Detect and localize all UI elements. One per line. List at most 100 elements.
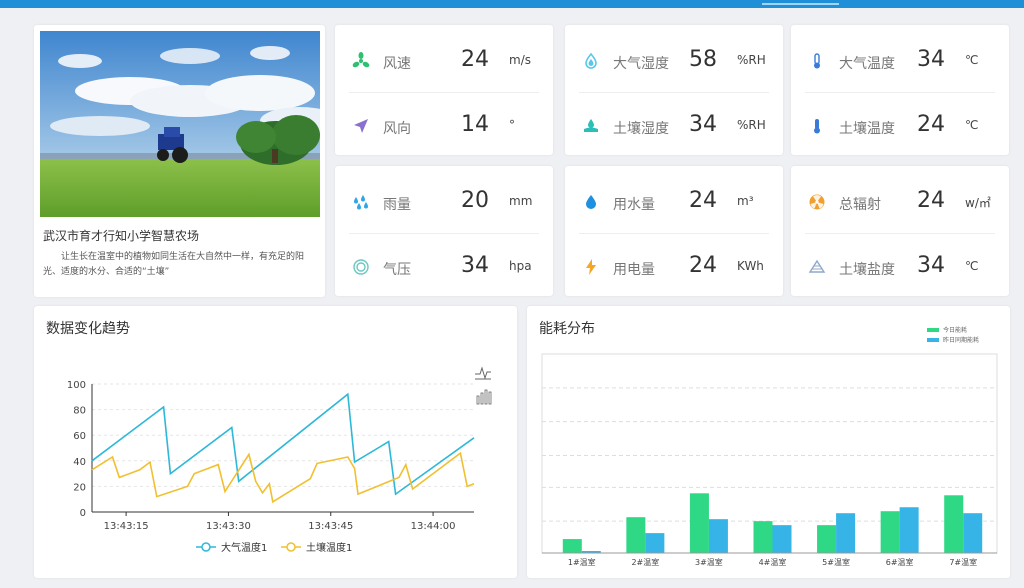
bar[interactable] xyxy=(689,493,709,553)
sensor-rain: 雨量 20 mm xyxy=(335,166,553,231)
line-chart: 0 20 40 60 80 100 13:43:15 13:43:30 13:43:45 13:4… xyxy=(67,366,492,554)
legend-label[interactable]: 土壤温度1 xyxy=(306,541,352,554)
nav-item-active[interactable] xyxy=(762,0,839,5)
x-tick-label: 6#温室 xyxy=(886,557,914,567)
bar[interactable] xyxy=(963,513,983,553)
farm-title: 武汉市育才行知小学智慧农场 xyxy=(43,229,200,243)
top-nav xyxy=(300,0,916,5)
bar[interactable] xyxy=(581,551,601,553)
salinity-icon xyxy=(808,259,826,273)
top-nav-bar xyxy=(0,0,1024,8)
x-tick-label: 13:44:00 xyxy=(411,521,456,532)
line-chart-toggle-icon[interactable] xyxy=(475,366,491,380)
sensor-pressure: 气压 34 hpa xyxy=(335,231,553,296)
bar[interactable] xyxy=(944,495,964,553)
x-tick-label: 2#温室 xyxy=(631,557,659,567)
bar[interactable] xyxy=(753,521,773,553)
nav-item[interactable] xyxy=(685,0,762,5)
bar[interactable] xyxy=(562,539,582,553)
nav-item[interactable] xyxy=(300,0,377,5)
legend-marker[interactable] xyxy=(201,542,211,552)
sensor-unit: KWh xyxy=(737,259,764,273)
sensor-unit: ° xyxy=(509,118,515,132)
soil-moisture-icon xyxy=(584,119,598,132)
sensor-value: 24 xyxy=(689,188,717,213)
chart-legend[interactable]: 大气温度1 土壤温度1 xyxy=(196,541,352,554)
chart-bars xyxy=(562,493,983,553)
sensor-value: 34 xyxy=(917,47,945,72)
sensor-label: 风速 xyxy=(383,56,411,72)
rain-icon xyxy=(354,195,368,210)
sensor-label: 雨量 xyxy=(383,197,411,213)
legend-label[interactable]: 今日能耗 xyxy=(943,326,967,334)
sensor-unit: w/㎡ xyxy=(965,196,991,210)
legend-swatch[interactable] xyxy=(927,328,939,332)
bar[interactable] xyxy=(772,525,792,553)
sensor-value: 34 xyxy=(689,112,717,137)
legend-label[interactable]: 大气温度1 xyxy=(221,541,267,554)
sensor-label: 土壤湿度 xyxy=(613,121,669,137)
x-tick-label: 5#温室 xyxy=(822,557,850,567)
trend-chart-title: 数据变化趋势 xyxy=(46,321,130,337)
bar[interactable] xyxy=(626,517,646,553)
nav-item[interactable] xyxy=(377,0,454,5)
sensor-value: 24 xyxy=(461,47,489,72)
sensor-card-rain: 雨量 20 mm 气压 34 hpa xyxy=(335,166,553,296)
chart-axes: 0 20 40 60 80 100 13:43:15 13:43:30 13:43:45 13:4… xyxy=(67,380,474,532)
bar-chart-toggle-icon[interactable] xyxy=(476,389,492,405)
divider xyxy=(805,92,995,93)
sensor-power-usage: 用电量 24 KWh xyxy=(565,231,783,296)
bar[interactable] xyxy=(899,507,919,553)
sensor-wind-speed: 风速 24 m/s xyxy=(335,25,553,90)
trend-chart-card: 数据变化趋势 0 20 40 60 80 100 13:43:15 13:43:30 13:43… xyxy=(34,306,517,578)
divider xyxy=(349,92,539,93)
sensor-value: 14 xyxy=(461,112,489,137)
nav-item[interactable] xyxy=(608,0,685,5)
water-drop-icon xyxy=(586,195,596,209)
nav-item[interactable] xyxy=(454,0,531,5)
x-tick-label: 4#温室 xyxy=(759,557,787,567)
energy-chart-card: 能耗分布 1#温室 2#温室 3#温室 4#温室 5#温室 6#温室 7#温室 今日能耗 昨日… xyxy=(527,306,1010,578)
sensor-card-radiation: 总辐射 24 w/㎡ 土壤盐度 34 ℃ xyxy=(791,166,1009,296)
lightning-icon xyxy=(586,259,596,275)
y-tick-label: 60 xyxy=(73,431,86,442)
bar[interactable] xyxy=(817,525,837,553)
thermometer-icon xyxy=(814,53,820,69)
chart-axes: 1#温室 2#温室 3#温室 4#温室 5#温室 6#温室 7#温室 xyxy=(542,552,997,567)
sensor-unit: ℃ xyxy=(965,118,979,132)
x-tick-label: 1#温室 xyxy=(568,557,596,567)
sensor-value: 24 xyxy=(917,188,945,213)
sensor-label: 大气温度 xyxy=(839,56,895,72)
y-tick-label: 80 xyxy=(73,406,86,417)
sensor-value: 24 xyxy=(917,112,945,137)
sensor-unit: %RH xyxy=(737,53,766,67)
y-tick-label: 100 xyxy=(67,380,86,391)
farm-description: 让生长在温室中的植物如同生活在大自然中一样，有充足的阳光、适度的水分、合适的“土… xyxy=(43,252,305,277)
series-line xyxy=(91,451,475,504)
nav-item[interactable] xyxy=(839,0,916,5)
legend-swatch[interactable] xyxy=(927,338,939,342)
bar[interactable] xyxy=(708,519,728,553)
divider xyxy=(349,233,539,234)
energy-chart-title: 能耗分布 xyxy=(539,321,595,337)
sensor-value: 20 xyxy=(461,188,489,213)
bar[interactable] xyxy=(645,533,665,553)
sensor-water-usage: 用水量 24 m³ xyxy=(565,166,783,231)
sensor-soil-temperature: 土壤温度 24 ℃ xyxy=(791,90,1009,155)
legend-marker[interactable] xyxy=(286,542,296,552)
x-tick-label: 13:43:15 xyxy=(104,521,149,532)
bar[interactable] xyxy=(836,513,856,553)
sensor-soil-salinity: 土壤盐度 34 ℃ xyxy=(791,231,1009,296)
series-line xyxy=(91,392,475,496)
sensor-label: 风向 xyxy=(383,121,411,137)
bar[interactable] xyxy=(880,511,900,553)
sensor-value: 58 xyxy=(689,47,717,72)
nav-item[interactable] xyxy=(531,0,608,5)
sensor-label: 大气湿度 xyxy=(613,56,669,72)
legend-label[interactable]: 昨日同期能耗 xyxy=(943,336,979,344)
x-tick-label: 13:43:45 xyxy=(308,521,353,532)
chart-grid xyxy=(92,383,474,487)
sensor-unit: ℃ xyxy=(965,259,979,273)
